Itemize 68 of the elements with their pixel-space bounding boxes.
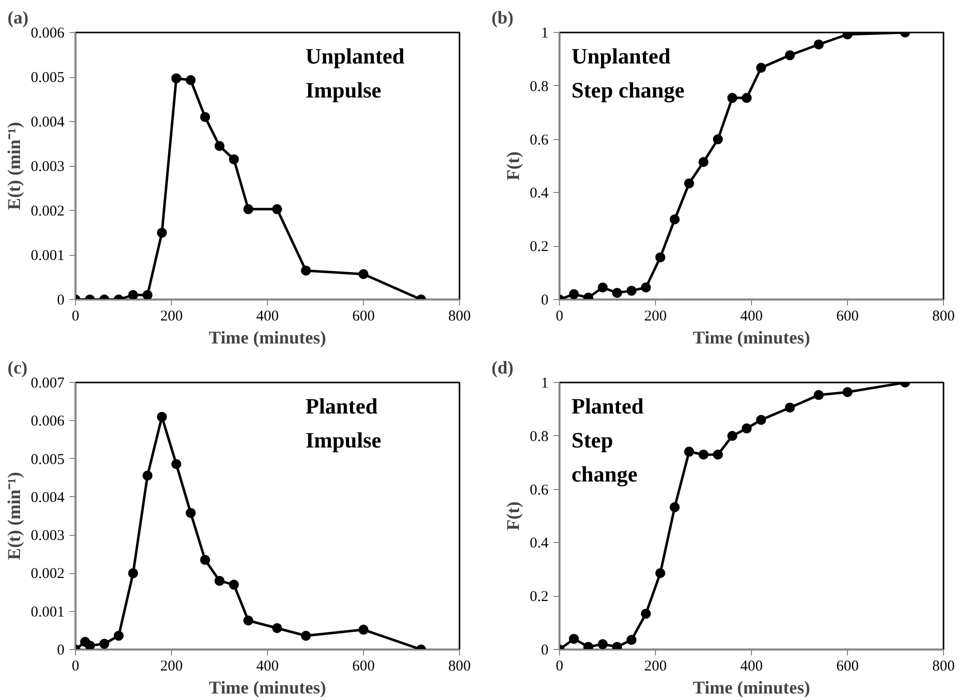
x-tick-label: 0 bbox=[556, 308, 564, 324]
x-tick-label: 800 bbox=[932, 308, 955, 324]
chart-title: (d) bbox=[492, 358, 514, 378]
y-tick-label: 0.8 bbox=[530, 428, 548, 445]
y-tick-label: 0.4 bbox=[530, 186, 549, 202]
x-axis-title: Time (minutes) bbox=[208, 678, 326, 698]
x-tick-label: 600 bbox=[352, 658, 375, 674]
annotation: change bbox=[572, 462, 638, 486]
y-tick-label: 0.005 bbox=[30, 70, 64, 86]
y-tick-label: 0.006 bbox=[30, 26, 65, 42]
y-tick-label: 0 bbox=[57, 292, 64, 308]
x-axis-title: Time (minutes) bbox=[692, 328, 810, 348]
y-tick-label: 0.004 bbox=[30, 114, 65, 130]
y-tick-label: 0.6 bbox=[530, 132, 549, 148]
y-tick-label: 0 bbox=[541, 642, 548, 658]
x-tick-label: 600 bbox=[352, 308, 375, 324]
annotation: Step change bbox=[572, 78, 685, 102]
x-tick-label: 200 bbox=[160, 308, 183, 324]
x-tick-label: 400 bbox=[256, 308, 279, 324]
x-tick-label: 400 bbox=[740, 658, 763, 674]
y-tick-label: 0.6 bbox=[530, 482, 549, 498]
y-tick-label: 0.001 bbox=[30, 604, 64, 620]
y-axis-title: F(t) bbox=[502, 502, 523, 530]
x-tick-label: 800 bbox=[448, 308, 471, 324]
x-tick-label: 0 bbox=[72, 658, 80, 674]
annotation: Unplanted bbox=[306, 44, 405, 68]
y-tick-label: 1 bbox=[541, 26, 548, 42]
y-tick-label: 0.002 bbox=[30, 566, 64, 582]
x-tick-label: 600 bbox=[836, 308, 859, 324]
y-tick-label: 0.8 bbox=[530, 78, 548, 95]
annotation: Impulse bbox=[306, 428, 382, 452]
x-tick-label: 600 bbox=[836, 658, 859, 674]
annotation: Unplanted bbox=[572, 44, 671, 68]
annotation: Step bbox=[572, 428, 614, 452]
y-tick-label: 0.003 bbox=[30, 159, 64, 175]
x-tick-label: 0 bbox=[556, 658, 564, 674]
y-axis-title: E(t) (min⁻¹) bbox=[4, 122, 24, 210]
annotation: Planted bbox=[306, 394, 378, 418]
y-tick-label: 0.007 bbox=[30, 376, 65, 392]
y-tick-label: 0.4 bbox=[530, 536, 549, 552]
x-axis-title: Time (minutes) bbox=[692, 678, 810, 698]
y-tick-label: 0 bbox=[57, 642, 64, 658]
x-tick-label: 200 bbox=[644, 658, 667, 674]
y-tick-label: 0.002 bbox=[30, 204, 64, 220]
y-axis-title: F(t) bbox=[502, 152, 523, 180]
y-axis-title: E(t) (min⁻¹) bbox=[4, 472, 24, 560]
x-axis-title: Time (minutes) bbox=[208, 328, 326, 348]
annotation: Impulse bbox=[306, 78, 382, 102]
y-tick-label: 1 bbox=[541, 376, 548, 392]
x-tick-label: 800 bbox=[448, 658, 471, 674]
y-tick-label: 0.001 bbox=[30, 248, 64, 264]
annotation: Planted bbox=[572, 394, 644, 418]
x-tick-label: 400 bbox=[256, 658, 279, 674]
chart-title: (a) bbox=[8, 8, 28, 28]
x-tick-label: 800 bbox=[932, 658, 955, 674]
y-tick-label: 0.003 bbox=[30, 528, 64, 544]
x-tick-label: 200 bbox=[644, 308, 667, 324]
y-tick-label: 0.2 bbox=[530, 589, 548, 606]
y-tick-label: 0 bbox=[541, 292, 548, 308]
x-tick-label: 0 bbox=[72, 308, 80, 324]
y-tick-label: 0.005 bbox=[30, 452, 64, 468]
chart-title: (c) bbox=[8, 358, 28, 378]
x-tick-label: 400 bbox=[740, 308, 763, 324]
chart-title: (b) bbox=[492, 8, 514, 28]
y-tick-label: 0.2 bbox=[530, 239, 548, 256]
y-tick-label: 0.004 bbox=[30, 490, 65, 506]
x-tick-label: 200 bbox=[160, 658, 183, 674]
y-tick-label: 0.006 bbox=[30, 414, 65, 430]
